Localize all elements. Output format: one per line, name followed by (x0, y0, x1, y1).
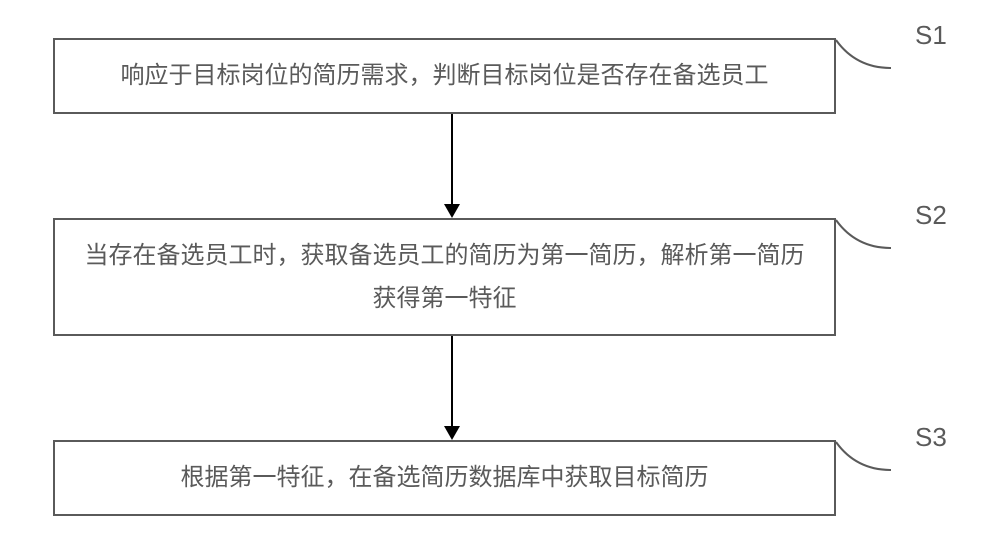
arrow-line-s2-s3 (451, 336, 453, 426)
step-label-s3: S3 (915, 422, 947, 453)
step-label-s2: S2 (915, 200, 947, 231)
step-s2: 当存在备选员工时，获取备选员工的简历为第一简历，解析第一简历获得第一特征 (53, 218, 836, 336)
step-box-s1: 响应于目标岗位的简历需求，判断目标岗位是否存在备选员工 (53, 38, 836, 114)
callout-s1 (836, 18, 916, 78)
callout-s3 (836, 420, 916, 480)
step-text-s3: 根据第一特征，在备选简历数据库中获取目标简历 (181, 456, 709, 499)
arrow-head-s2-s3 (444, 426, 460, 440)
arrow-head-s1-s2 (444, 204, 460, 218)
step-s1: 响应于目标岗位的简历需求，判断目标岗位是否存在备选员工 (53, 38, 836, 114)
callout-s2 (836, 198, 916, 258)
step-text-s2: 当存在备选员工时，获取备选员工的简历为第一简历，解析第一简历获得第一特征 (75, 234, 814, 320)
step-label-s1: S1 (915, 20, 947, 51)
flowchart-container: 响应于目标岗位的简历需求，判断目标岗位是否存在备选员工 S1 当存在备选员工时，… (0, 0, 1000, 557)
arrow-line-s1-s2 (451, 114, 453, 204)
step-text-s1: 响应于目标岗位的简历需求，判断目标岗位是否存在备选员工 (121, 54, 769, 97)
step-box-s3: 根据第一特征，在备选简历数据库中获取目标简历 (53, 440, 836, 516)
arrow-s2-s3 (444, 336, 460, 440)
step-s3: 根据第一特征，在备选简历数据库中获取目标简历 (53, 440, 836, 516)
step-box-s2: 当存在备选员工时，获取备选员工的简历为第一简历，解析第一简历获得第一特征 (53, 218, 836, 336)
arrow-s1-s2 (444, 114, 460, 218)
